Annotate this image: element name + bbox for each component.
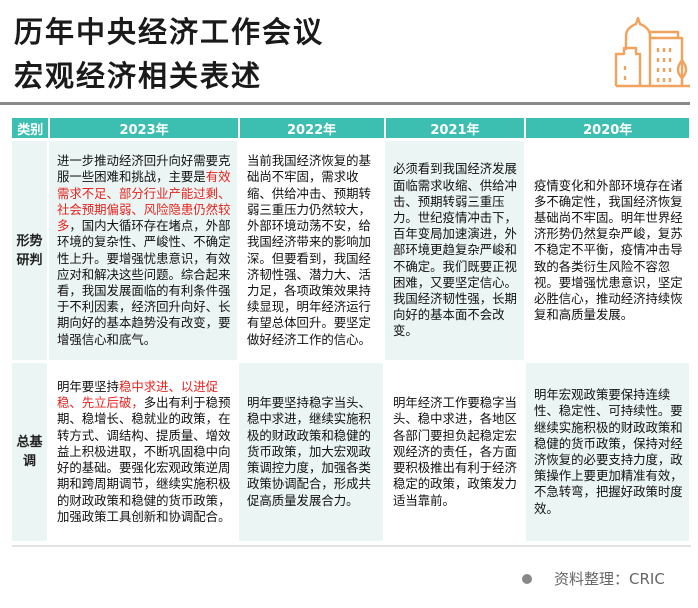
- page-title-line2: 宏观经济相关表述: [14, 59, 263, 93]
- cell-2022: 明年要坚持稳字当头、稳中求进，继续实施积极的财政政策和稳健的货币政策，加大宏观政…: [239, 363, 385, 541]
- comparison-table: 类别 2023年 2022年 2021年 2020年 形势 研判 进一步推动经济…: [12, 118, 691, 541]
- cell-2022: 当前我国经济恢复的基础尚不牢固，需求收缩、供给冲击、预期转弱三重压力仍然较大，外…: [239, 141, 385, 360]
- cell-2020: 疫情变化和外部环境存在诸多不确定性，我国经济恢复基础尚不牢固。明年世界经济形势仍…: [526, 141, 691, 360]
- text: 进一步推动经济回升向好需要克服一些困难和挑战，主要是: [57, 153, 231, 185]
- page-title-line1: 历年中央经济工作会议: [14, 15, 325, 49]
- cell-2021: 明年经济工作要稳字当头、稳中求进，各地区各部门要担负起稳定宏观经济的责任，各方面…: [385, 363, 526, 541]
- bottom-divider: [12, 545, 691, 547]
- highlight-text: 稳中求进、以进促稳、先立后破，: [57, 379, 219, 411]
- city-buildings-icon: [614, 16, 690, 88]
- category-label: 形势 研判: [12, 141, 49, 360]
- cell-2023: 进一步推动经济回升向好需要克服一些困难和挑战，主要是有效需求不足、部分行业产能过…: [49, 141, 239, 360]
- source-text: 资料整理：CRIC: [554, 570, 665, 588]
- header-2022: 2022年: [240, 118, 386, 138]
- category-label: 总基 调: [12, 363, 49, 541]
- cell-2021: 必须看到我国经济发展面临需求收缩、供给冲击、预期转弱三重压力。世纪疫情冲击下，百…: [385, 141, 526, 360]
- bullet-icon: [522, 573, 532, 584]
- text: 多出有利于稳预期、稳增长、稳就业的政策，在转方式、调结构、提质量、增效益上积极进…: [57, 395, 231, 524]
- header-2020: 2020年: [526, 118, 691, 138]
- text: 明年要坚持: [57, 379, 119, 395]
- header-category: 类别: [12, 118, 51, 138]
- header-2023: 2023年: [50, 118, 240, 138]
- table-row-situation: 形势 研判 进一步推动经济回升向好需要克服一些困难和挑战，主要是有效需求不足、部…: [12, 141, 691, 360]
- source-footer: 资料整理：CRIC: [522, 568, 665, 589]
- highlight-text: 有效需求不足、部分行业产能过剩、社会预期偏弱、风险隐患仍然较多: [57, 169, 231, 234]
- cell-2020: 明年宏观政策要保持连续性、稳定性、可持续性。要继续实施积极的财政政策和稳健的货币…: [526, 363, 691, 541]
- cell-2023: 明年要坚持稳中求进、以进促稳、先立后破，多出有利于稳预期、稳增长、稳就业的政策，…: [49, 363, 239, 541]
- header-2021: 2021年: [386, 118, 527, 138]
- table-header: 类别 2023年 2022年 2021年 2020年: [12, 118, 691, 138]
- table-row-tone: 总基 调 明年要坚持稳中求进、以进促稳、先立后破，多出有利于稳预期、稳增长、稳就…: [12, 363, 691, 541]
- title-divider: [0, 102, 690, 105]
- text: ，国内大循环存在堵点，外部环境的复杂性、严峻性、不确定性上升。要增强忧患意识，有…: [57, 218, 231, 347]
